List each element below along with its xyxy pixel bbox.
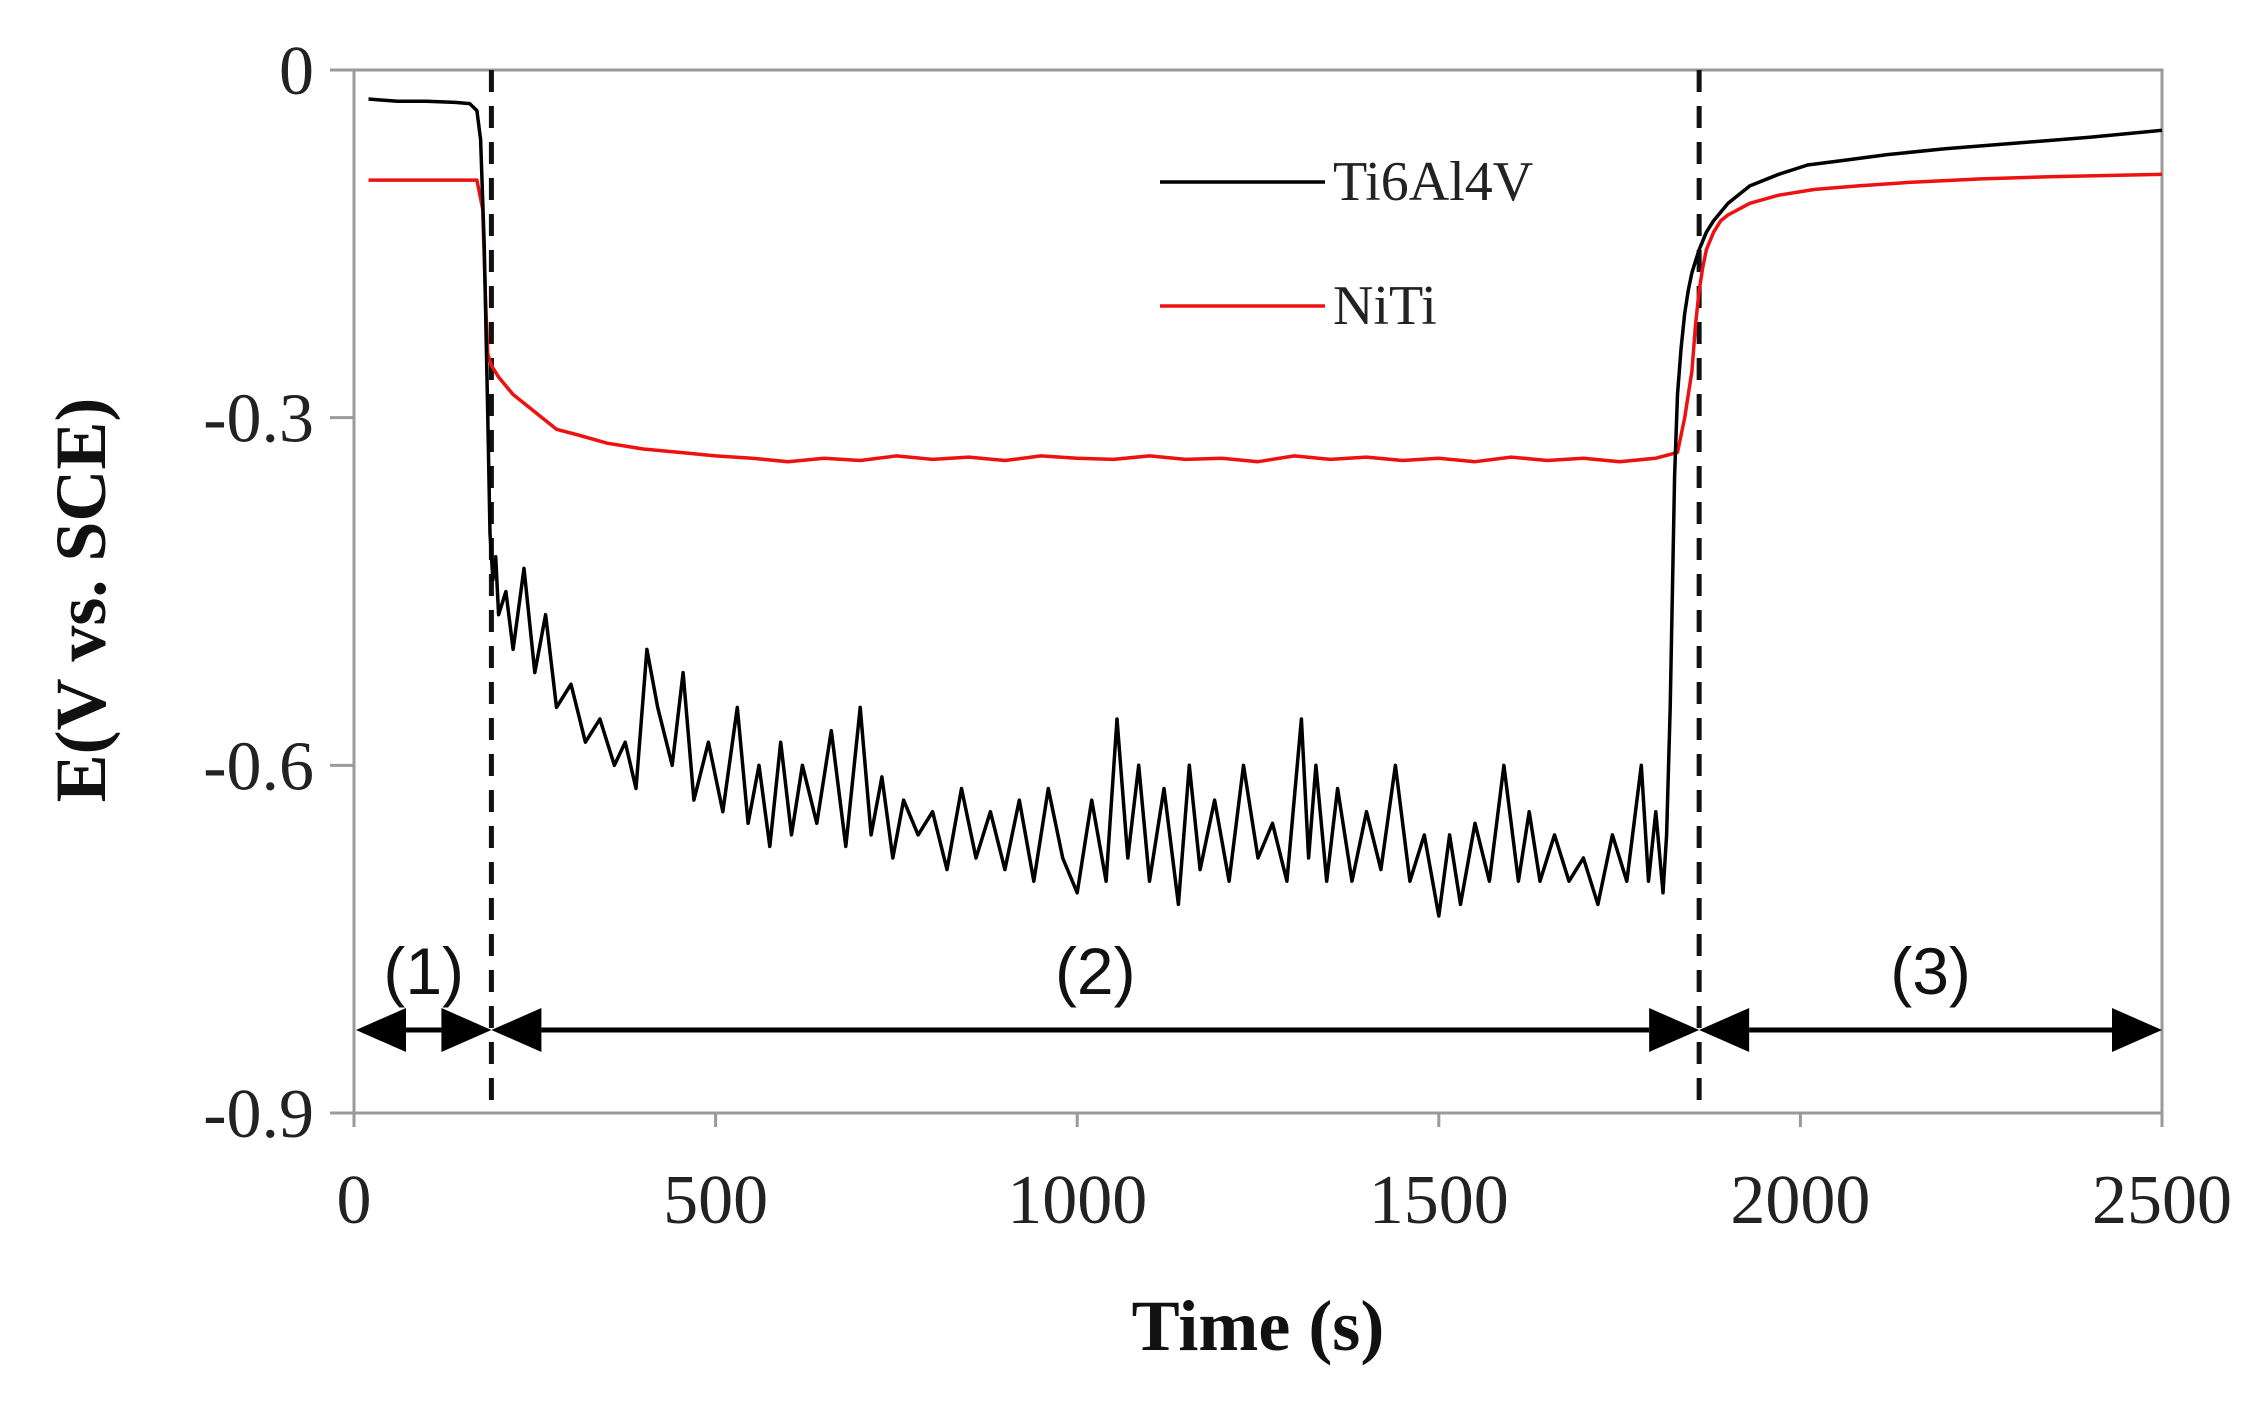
arrowhead-left xyxy=(491,1008,542,1052)
arrowhead-right xyxy=(2112,1008,2162,1052)
x-tick-label: 500 xyxy=(663,1162,768,1239)
y-tick-label: -0.3 xyxy=(203,381,314,458)
x-tick-label: 1500 xyxy=(1369,1162,1509,1239)
x-tick-label: 2000 xyxy=(1730,1162,1870,1239)
series-line-niti xyxy=(368,172,2163,464)
arrowhead-right xyxy=(1649,1008,1700,1052)
y-tick-label: -0.6 xyxy=(203,728,314,805)
y-tick-label: 0 xyxy=(279,33,314,110)
y-axis-title: E(V vs. SCE) xyxy=(41,398,121,803)
legend-label-niti: NiTi xyxy=(1333,275,1437,337)
x-tick-label: 2500 xyxy=(2092,1162,2232,1239)
phase-regions: (1) (2) (3) xyxy=(356,934,2162,1052)
arrowhead-left xyxy=(356,1008,406,1052)
arrowhead-left xyxy=(1699,1008,1750,1052)
series-lines xyxy=(368,97,2163,918)
plot-border xyxy=(352,68,2164,1115)
series-line-ti6al4v xyxy=(368,97,2163,918)
region-label: (1) xyxy=(383,934,464,1008)
plot-area xyxy=(352,68,2164,1115)
legend-label-ti6al4v: Ti6Al4V xyxy=(1333,151,1533,213)
region-label: (2) xyxy=(1055,934,1136,1008)
x-tick-label: 0 xyxy=(337,1162,372,1239)
arrowhead-right xyxy=(441,1008,492,1052)
region-label: (3) xyxy=(1890,934,1971,1008)
y-tick-label: -0.9 xyxy=(203,1076,314,1153)
x-tick-label: 1000 xyxy=(1007,1162,1147,1239)
phase-dividers xyxy=(488,70,1702,1113)
x-axis-title: Time (s) xyxy=(1132,1286,1385,1366)
axes: 0 -0.3 -0.6 -0.9 0 500 1000 1500 2000 2500 xyxy=(203,33,2232,1239)
legend: Ti6Al4V NiTi xyxy=(1160,151,1533,337)
